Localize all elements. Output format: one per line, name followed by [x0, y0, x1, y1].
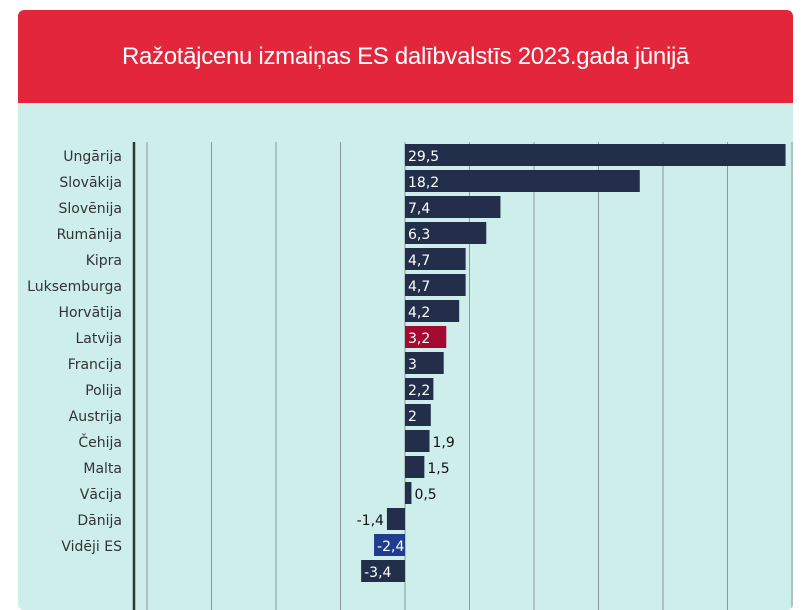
category-label: Luksemburga [27, 279, 122, 295]
category-label: Dānija [77, 513, 122, 529]
bars: 29,5 18,2 7,4 6,3 4,7 4,7 4,2 3,2 3 2,2 2 1,9 1,5 0,5… [357, 144, 786, 582]
bar-chart: 29,5 18,2 7,4 6,3 4,7 4,7 4,2 3,2 3 2,2 2 1,9 1,5 0,5… [27, 142, 793, 610]
data-label: 1,9 [433, 435, 455, 451]
category-label: Rumānija [57, 227, 122, 243]
data-label: 2 [408, 409, 417, 425]
bar [405, 248, 466, 270]
category-label: Ungārija [63, 149, 122, 165]
category-labels: Ungārija Slovākija Slovēnija Rumānija Kipra L… [27, 149, 122, 555]
bar [386, 508, 405, 530]
bar [405, 352, 444, 374]
bar [405, 222, 487, 244]
data-label: 29,5 [408, 149, 439, 165]
category-label: Čehija [78, 433, 122, 451]
bar [405, 404, 431, 426]
chart-card: Ražotājcenu izmaiņas ES dalībvalstīs 202… [18, 10, 793, 610]
data-label: 4,7 [408, 279, 430, 295]
category-label: Vācija [80, 487, 122, 503]
category-label: Vidēji ES [61, 539, 122, 555]
bar [405, 170, 640, 192]
category-label: Slovākija [59, 175, 122, 191]
data-label: -2,4 [377, 539, 404, 555]
bar [374, 534, 405, 556]
chart-header: Ražotājcenu izmaiņas ES dalībvalstīs 202… [18, 10, 793, 103]
data-label: 1,5 [427, 461, 449, 477]
bar [405, 144, 786, 166]
bar [405, 274, 466, 296]
data-label: 7,4 [408, 201, 430, 217]
category-label: Kipra [86, 253, 122, 269]
category-label: Malta [83, 461, 122, 477]
bar [405, 430, 430, 452]
bar [405, 482, 412, 504]
data-label: 3 [408, 357, 417, 373]
gridlines [132, 142, 793, 610]
category-label: Austrija [69, 409, 122, 425]
category-label: Francija [68, 357, 122, 373]
category-label: Polija [85, 383, 122, 399]
data-label: 4,7 [408, 253, 430, 269]
bar [405, 300, 460, 322]
category-label: Slovēnija [59, 201, 122, 217]
bar [405, 196, 501, 218]
data-label: -1,4 [357, 513, 384, 529]
data-label: 4,2 [408, 305, 430, 321]
chart-title: Ražotājcenu izmaiņas ES dalībvalstīs 202… [121, 42, 690, 70]
data-label: 0,5 [414, 487, 436, 503]
bar [405, 326, 447, 348]
data-label: 3,2 [408, 331, 430, 347]
data-label: 2,2 [408, 383, 430, 399]
bar [405, 456, 425, 478]
category-label: Latvija [75, 331, 122, 347]
category-label: Horvātija [58, 305, 122, 321]
data-label: 18,2 [408, 175, 439, 191]
bar [405, 378, 434, 400]
data-label: 6,3 [408, 227, 430, 243]
data-label: -3,4 [364, 565, 391, 581]
